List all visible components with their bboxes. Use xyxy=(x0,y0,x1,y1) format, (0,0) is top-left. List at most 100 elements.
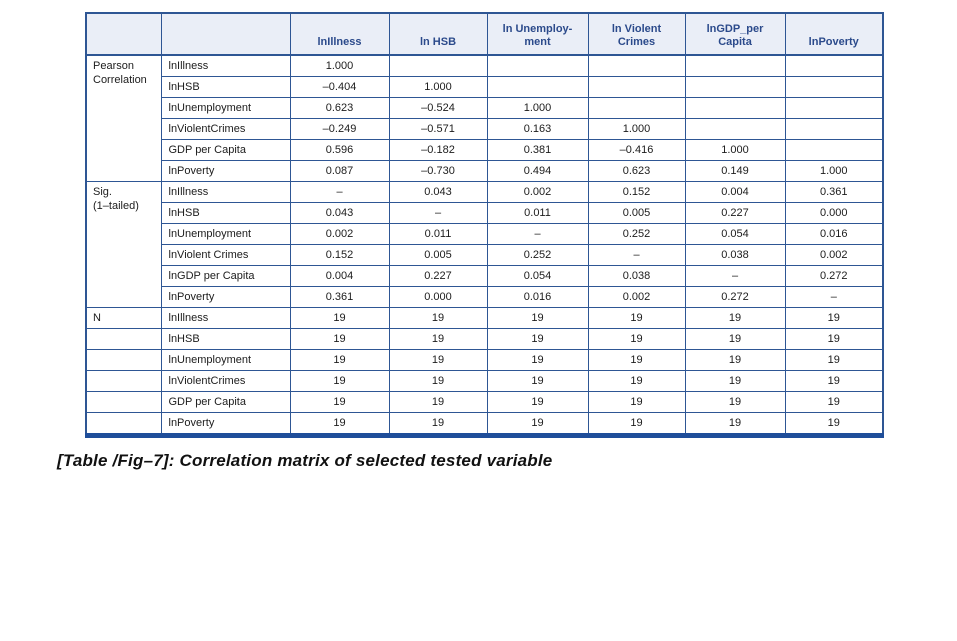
cell-value: – xyxy=(289,181,390,203)
cell-value xyxy=(784,97,884,119)
cell-value: 0.252 xyxy=(486,244,589,266)
row-label: lnHSB xyxy=(160,328,291,350)
cell-value xyxy=(486,54,589,77)
cell-value: 0.054 xyxy=(486,265,589,287)
cell-value: 0.002 xyxy=(784,244,884,266)
cell-value xyxy=(784,139,884,161)
cell-value: 19 xyxy=(684,328,786,350)
row-label: lnIllness xyxy=(160,181,291,203)
table-row: lnUnemployment 0.623 –0.524 1.000 xyxy=(86,97,884,119)
cell-value: 19 xyxy=(784,307,884,329)
cell-value: 0.000 xyxy=(784,202,884,224)
cell-value: –0.524 xyxy=(388,97,488,119)
cell-value: 0.623 xyxy=(289,97,390,119)
cell-value: 19 xyxy=(388,307,488,329)
section-label: N xyxy=(85,307,162,329)
row-label: lnUnemployment xyxy=(160,97,291,119)
table-row: lnViolentCrimes 19 19 19 19 19 19 xyxy=(85,370,884,392)
correlation-table: lnIllness ln HSB ln Unemploy- ment ln Viole… xyxy=(85,12,884,438)
cell-value: 1.000 xyxy=(486,97,589,119)
cell-value: 19 xyxy=(289,349,390,371)
row-label: lnHSB xyxy=(160,202,291,224)
cell-value: 0.005 xyxy=(388,244,488,266)
cell-value xyxy=(684,97,786,119)
header-corner-cell xyxy=(160,12,291,56)
cell-value: 0.000 xyxy=(388,286,488,308)
table-row: lnHSB –0.404 1.000 xyxy=(86,76,884,98)
cell-value: 0.002 xyxy=(289,223,390,245)
cell-value: 0.494 xyxy=(486,160,589,182)
column-header: lnGDP_per Capita xyxy=(684,12,786,56)
row-label: lnUnemployment xyxy=(160,223,291,245)
row-label: lnPoverty xyxy=(160,160,291,182)
row-label: GDP per Capita xyxy=(160,139,291,161)
column-header: lnPoverty xyxy=(784,12,884,56)
cell-value: –0.416 xyxy=(587,139,686,161)
row-label: lnIllness xyxy=(160,54,291,77)
table-row: lnGDP per Capita 0.004 0.227 0.054 0.038–0.2… xyxy=(86,265,884,287)
cell-value: 19 xyxy=(486,412,589,436)
table-row: lnHSB 0.043–0.011 0.005 0.227 0.000 xyxy=(86,202,884,224)
cell-value: 19 xyxy=(684,349,786,371)
cell-value: 0.272 xyxy=(784,265,884,287)
cell-value: 0.043 xyxy=(289,202,390,224)
cell-value xyxy=(684,118,786,140)
cell-value: 19 xyxy=(289,370,390,392)
cell-value: 0.361 xyxy=(289,286,390,308)
cell-value xyxy=(587,54,686,77)
cell-value: 19 xyxy=(684,412,786,436)
cell-value: 0.149 xyxy=(684,160,786,182)
table-row: lnUnemployment 0.002 0.011–0.252 0.054 0.016 xyxy=(86,223,884,245)
header-row: lnIllness ln HSB ln Unemploy- ment ln Viole… xyxy=(85,12,884,56)
cell-value: 0.152 xyxy=(289,244,390,266)
cell-value: 19 xyxy=(388,370,488,392)
cell-value xyxy=(486,76,589,98)
cell-value: 19 xyxy=(289,412,390,436)
cell-value: 0.623 xyxy=(587,160,686,182)
cell-value: 19 xyxy=(587,328,686,350)
cell-value: 0.016 xyxy=(784,223,884,245)
column-header: lnIllness xyxy=(289,12,390,56)
table-row: GDP per Capita 19 19 19 19 19 19 xyxy=(85,391,884,413)
cell-value: –0.404 xyxy=(289,76,390,98)
table-row: lnPoverty 19 19 19 19 19 19 xyxy=(85,412,884,436)
cell-value: 19 xyxy=(784,328,884,350)
row-label: GDP per Capita xyxy=(160,391,291,413)
cell-value: 19 xyxy=(784,370,884,392)
table-row: lnHSB 19 19 19 19 19 19 xyxy=(85,328,884,350)
row-label: lnIllness xyxy=(160,307,291,329)
table-row: lnPoverty 0.361 0.000 0.016 0.002 0.272– xyxy=(86,286,884,308)
cell-value: 0.038 xyxy=(587,265,686,287)
cell-value: – xyxy=(388,202,488,224)
cell-value: 1.000 xyxy=(684,139,786,161)
cell-value: 1.000 xyxy=(289,54,390,77)
cell-value: –0.182 xyxy=(388,139,488,161)
cell-value: 19 xyxy=(289,307,390,329)
cell-value: 0.005 xyxy=(587,202,686,224)
header-corner-cell xyxy=(85,12,162,56)
table-row: lnViolentCrimes –0.249 –0.571 0.163 1.000 xyxy=(86,118,884,140)
cell-value: 19 xyxy=(289,328,390,350)
column-header: ln Unemploy- ment xyxy=(486,12,589,56)
cell-value xyxy=(784,54,884,77)
cell-value: 0.272 xyxy=(684,286,786,308)
cell-value: 19 xyxy=(486,391,589,413)
row-label: lnUnemployment xyxy=(160,349,291,371)
cell-value: 0.054 xyxy=(684,223,786,245)
cell-value: 19 xyxy=(388,412,488,436)
cell-value: 19 xyxy=(684,307,786,329)
cell-value: 19 xyxy=(388,391,488,413)
cell-value xyxy=(684,76,786,98)
table-row: lnViolent Crimes 0.152 0.005 0.252–0.038 0.0… xyxy=(86,244,884,266)
cell-value: 19 xyxy=(486,328,589,350)
cell-value: 0.163 xyxy=(486,118,589,140)
section-label: Sig. (1–tailed) xyxy=(85,181,162,308)
table-row: Pearson Correlation lnIllness 1.000 xyxy=(85,54,884,182)
cell-value: 19 xyxy=(486,349,589,371)
cell-value: –0.249 xyxy=(289,118,390,140)
section-label xyxy=(85,370,162,392)
cell-value: 0.087 xyxy=(289,160,390,182)
cell-value: 19 xyxy=(587,391,686,413)
cell-value xyxy=(784,76,884,98)
